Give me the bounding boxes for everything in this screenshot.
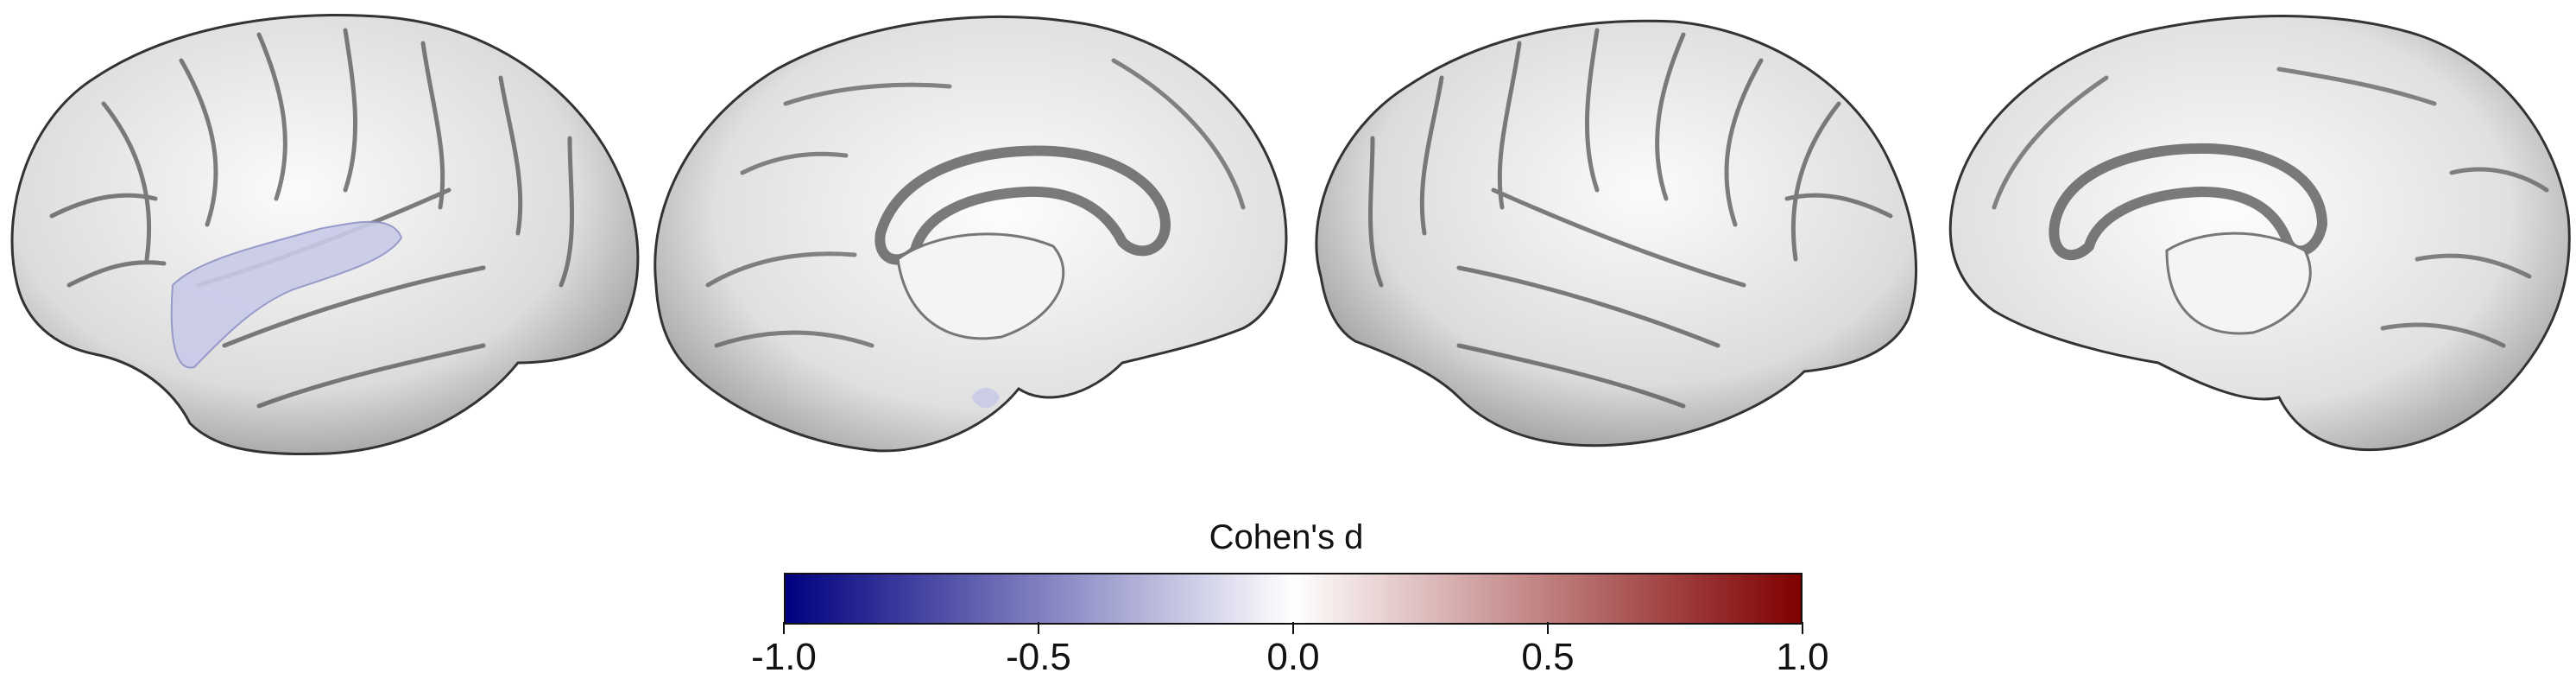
colorbar-tick-mark (1292, 622, 1294, 634)
colorbar-tick-label: 1.0 (1776, 636, 1829, 678)
colorbar-tick-label: -0.5 (1006, 636, 1071, 678)
highlighted-region (170, 220, 403, 369)
colorbar-tick-mark (1038, 622, 1039, 634)
thalamus (2165, 232, 2312, 335)
left-hemisphere-medial-view (639, 0, 1304, 466)
colorbar-tick-mark (783, 622, 785, 634)
cortex-outline (1315, 19, 1917, 447)
left-medial-surface (653, 16, 1288, 453)
colorbar-gradient (784, 573, 1803, 625)
colorbar-title: Cohen's d (1209, 518, 1364, 556)
colorbar-tick-label: -1.0 (751, 636, 817, 678)
colorbar-tick-mark (1802, 622, 1803, 634)
thalamus (896, 232, 1065, 340)
left-hemisphere-lateral-view (0, 0, 656, 466)
right-medial-surface (1948, 15, 2571, 452)
right-hemisphere-lateral-view (1286, 0, 1942, 466)
highlighted-region (971, 387, 1000, 409)
colorbar-tick-label: 0.5 (1521, 636, 1575, 678)
corpus-callosum (874, 145, 1171, 265)
right-hemisphere-medial-view (1934, 0, 2576, 466)
right-lateral-surface (1315, 19, 1917, 447)
colorbar-tick-label: 0.0 (1266, 636, 1320, 678)
cortex-outline (1948, 15, 2571, 452)
colorbar-tick-mark (1547, 622, 1549, 634)
left-lateral-surface (10, 14, 640, 456)
